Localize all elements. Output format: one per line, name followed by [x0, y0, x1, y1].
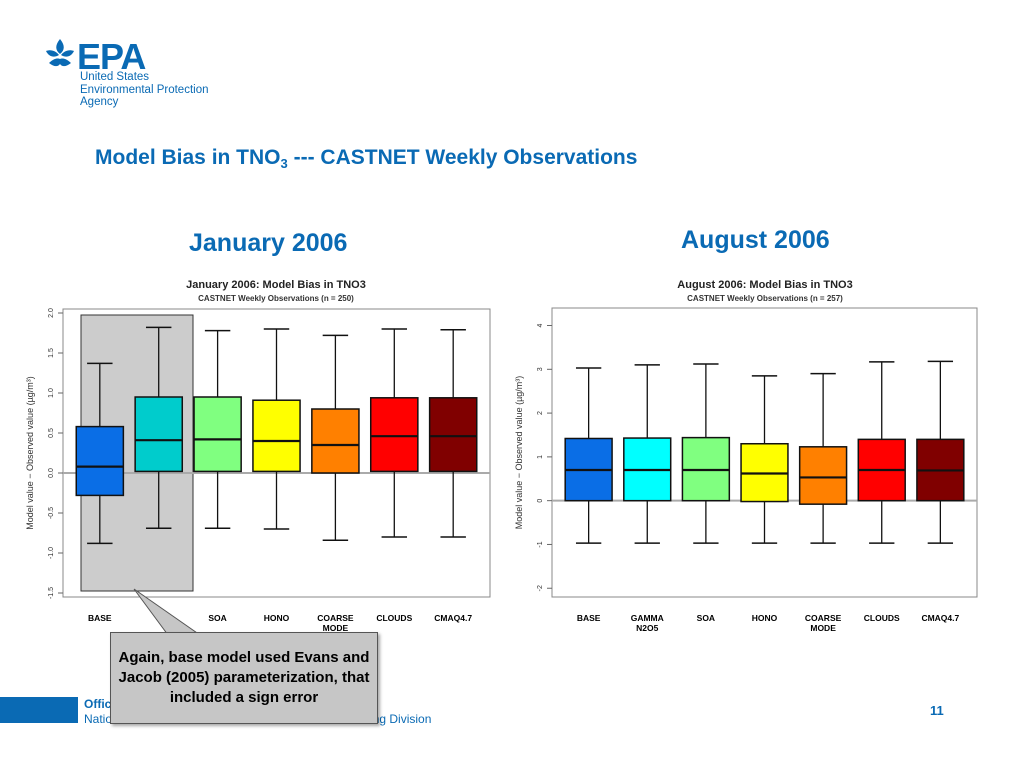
slide-title-rest: --- CASTNET Weekly Observations — [287, 146, 638, 169]
y-tick-label: 4 — [537, 323, 544, 327]
box-body — [134, 396, 184, 473]
y-tick-label: 1 — [537, 455, 544, 459]
y-tick-label: -1.5 — [48, 587, 55, 599]
agency-name: United States Environmental Protection A… — [80, 71, 208, 109]
january-chart: January 2006: Model Bias in TNO3 CASTNET … — [20, 268, 500, 640]
agency-name-line1: United States — [80, 71, 150, 83]
box-cmaq47 — [428, 329, 478, 538]
y-axis-label: Model value − Observed value (µg/m³) — [25, 376, 35, 530]
y-tick-label: -2 — [537, 585, 544, 591]
x-tick-label: BASE — [88, 613, 112, 623]
x-tick-label-line2: N2O5 — [636, 623, 658, 633]
epa-logo: EPA United States Environmental Protecti… — [44, 37, 244, 117]
box-soa — [681, 363, 731, 544]
slide-title-subscript: 3 — [280, 156, 288, 171]
y-tick-label: 3 — [537, 367, 544, 371]
epa-flower-icon: EPA — [46, 37, 147, 73]
box-body — [369, 397, 419, 473]
y-tick-label: -0.5 — [48, 507, 55, 519]
x-tick-label: CMAQ4.7 — [434, 613, 472, 623]
box-body — [75, 425, 125, 497]
box-coarse — [798, 372, 848, 544]
box-body — [193, 396, 242, 473]
x-tick-label: GAMMA — [631, 613, 664, 623]
chart-subtitle: CASTNET Weekly Observations (n = 250) — [198, 294, 354, 303]
y-tick-label: -1 — [537, 541, 544, 547]
left-chart-heading: January 2006 — [189, 229, 348, 257]
agency-name-line3: Agency — [80, 96, 119, 108]
august-boxplot: August 2006: Model Bias in TNO3 CASTNET W… — [514, 279, 978, 633]
y-tick-label: -1.0 — [48, 547, 55, 559]
y-tick-label: 0.5 — [48, 428, 55, 438]
x-tick-label: SOA — [208, 613, 226, 623]
box-body — [798, 446, 848, 505]
x-tick-label: COARSE — [317, 613, 354, 623]
y-axis-label: Model value − Observed value (µg/m³) — [514, 376, 524, 530]
box-coarse — [311, 334, 360, 541]
footer-lab-text-start: Natio — [84, 712, 113, 726]
box-cmaq47 — [916, 360, 965, 544]
box-body — [252, 399, 301, 473]
x-tick-label-line2: MODE — [810, 623, 836, 633]
y-tick-label: 0.0 — [48, 468, 55, 478]
y-tick-label: 2 — [537, 411, 544, 415]
chart-title: August 2006: Model Bias in TNO3 — [677, 279, 852, 291]
x-tick-label: CLOUDS — [864, 613, 900, 623]
box-body — [428, 397, 478, 473]
x-tick-label: COARSE — [805, 613, 842, 623]
footer-office-text: Offic — [84, 697, 112, 711]
january-boxplot: January 2006: Model Bias in TNO3 CASTNET … — [25, 279, 491, 633]
agency-name-line2: Environmental Protection — [80, 83, 209, 96]
slide-title: Model Bias in TNO3 --- CASTNET Weekly Ob… — [95, 146, 637, 171]
box-c — [134, 326, 184, 529]
x-tick-label: HONO — [752, 613, 778, 623]
x-tick-label: C — [156, 613, 162, 623]
august-chart: August 2006: Model Bias in TNO3 CASTNET W… — [506, 268, 986, 640]
box-clouds — [857, 361, 906, 544]
box-hono — [252, 328, 301, 530]
x-tick-label: CMAQ4.7 — [921, 613, 959, 623]
x-tick-label-line2: MODE — [323, 623, 349, 633]
chart-title: January 2006: Model Bias in TNO3 — [186, 279, 366, 291]
box-body — [311, 408, 360, 474]
callout-box: Again, base model used Evans and Jacob (… — [110, 632, 378, 724]
x-tick-label: HONO — [264, 613, 290, 623]
epa-wordmark: EPA — [77, 37, 146, 73]
box-hono — [740, 375, 789, 544]
x-tick-label: SOA — [697, 613, 715, 623]
box-soa — [193, 329, 242, 529]
box-gamma — [623, 364, 672, 544]
slide-title-main: Model Bias in TNO — [95, 146, 281, 169]
y-tick-label: 1.5 — [48, 348, 55, 358]
x-tick-label: CLOUDS — [376, 613, 412, 623]
chart-subtitle: CASTNET Weekly Observations (n = 257) — [687, 294, 843, 303]
box-clouds — [369, 328, 419, 538]
box-base — [75, 362, 125, 545]
footer-accent-bar — [0, 697, 78, 723]
box-base — [564, 367, 613, 544]
y-tick-label: 1.0 — [48, 388, 55, 398]
page-number: 11 — [930, 703, 944, 718]
y-tick-label: 2.0 — [48, 308, 55, 318]
x-tick-label: BASE — [577, 613, 601, 623]
y-tick-label: 0 — [537, 499, 544, 503]
right-chart-heading: August 2006 — [681, 226, 830, 254]
